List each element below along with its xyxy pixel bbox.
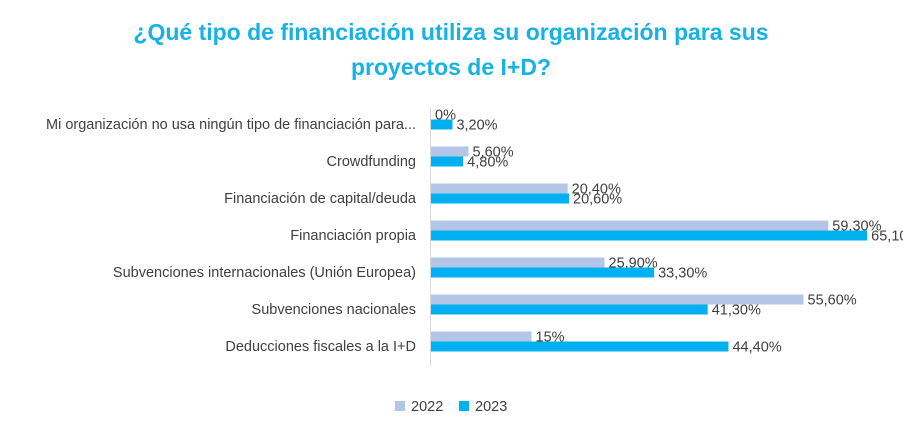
bar-2023-0 (431, 119, 453, 130)
legend-swatch-2022 (395, 401, 405, 411)
chart-title-line-2: proyectos de I+D? (351, 54, 551, 80)
bar-2022-3 (431, 220, 829, 231)
data-label-2023: 41,30% (712, 303, 761, 319)
legend-label-2022: 2022 (411, 399, 443, 415)
bar-2023-3 (431, 230, 868, 241)
bar-2023-4 (431, 267, 655, 278)
data-label-2022: 55,60% (808, 293, 857, 309)
category-label: Deducciones fiscales a la I+D (225, 339, 416, 355)
data-label-2023: 3,20% (456, 118, 497, 134)
legend-swatch-2023 (459, 401, 469, 411)
chart-title-line-1: ¿Qué tipo de financiación utiliza su org… (133, 19, 768, 45)
data-label-2023: 20,60% (573, 192, 622, 208)
bar-2023-1 (431, 156, 464, 167)
data-label-2023: 4,80% (467, 155, 508, 171)
data-label-2023: 44,40% (732, 340, 781, 356)
category-label: Financiación de capital/deuda (224, 191, 417, 207)
category-label: Subvenciones internacionales (Unión Euro… (113, 265, 416, 281)
legend: 2022 2023 (395, 399, 507, 415)
bar-2023-2 (431, 193, 570, 204)
category-label: Financiación propia (290, 228, 417, 244)
data-label-2022: 20,40% (572, 182, 621, 198)
bar-2022-6 (431, 331, 532, 342)
data-label-2023: 65,10% (871, 229, 903, 245)
bar-2022-1 (431, 146, 469, 157)
category-label: Subvenciones nacionales (252, 302, 416, 318)
category-label: Crowdfunding (327, 154, 416, 170)
category-label: Mi organización no usa ningún tipo de fi… (46, 117, 416, 133)
bar-2022-5 (431, 294, 804, 305)
bar-2022-2 (431, 183, 568, 194)
data-label-2023: 33,30% (658, 266, 707, 282)
bar-2022-4 (431, 257, 605, 268)
bar-2023-5 (431, 304, 708, 315)
data-label-2022: 5,60% (473, 145, 514, 161)
bar-2023-6 (431, 341, 729, 352)
legend-label-2023: 2023 (475, 399, 507, 415)
